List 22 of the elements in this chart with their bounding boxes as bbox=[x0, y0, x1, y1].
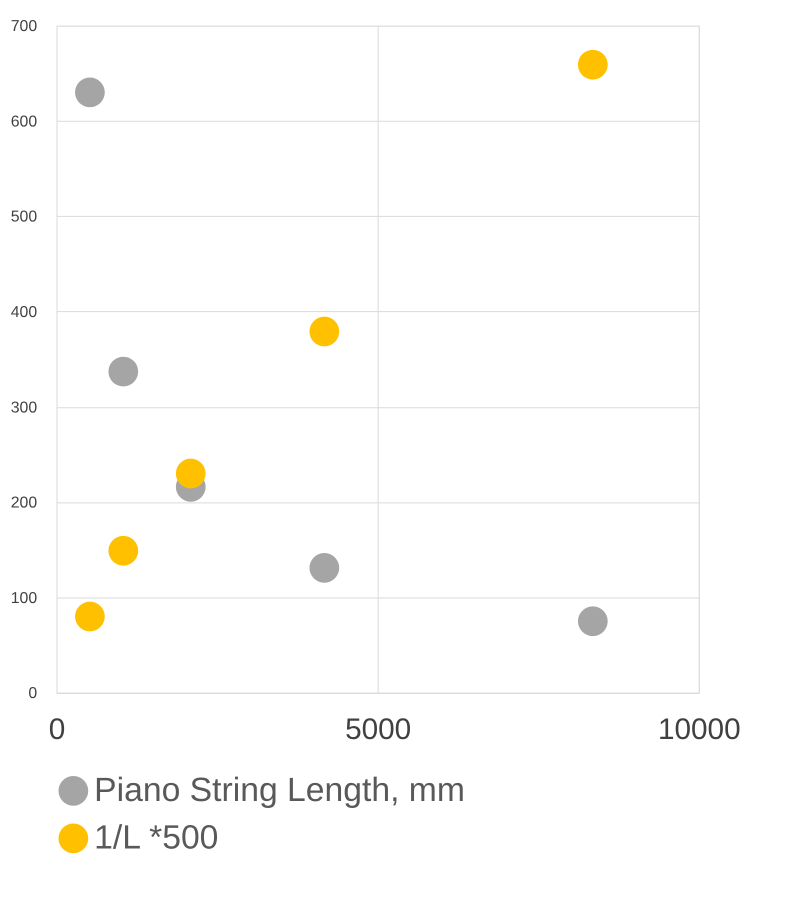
legend-label: 1/L *500 bbox=[94, 818, 218, 856]
y-tick-label: 400 bbox=[10, 304, 38, 321]
point bbox=[108, 536, 138, 566]
y-tick-label: 600 bbox=[10, 113, 38, 130]
point bbox=[75, 77, 105, 108]
y-tick-label: 300 bbox=[10, 399, 38, 416]
y-tick-label: 500 bbox=[10, 208, 38, 226]
point bbox=[578, 606, 608, 636]
legend-label: Piano String Length, mm bbox=[94, 770, 465, 809]
y-tick-label: 700 bbox=[10, 18, 38, 36]
point bbox=[75, 602, 105, 632]
point bbox=[309, 553, 340, 583]
y-tick-label: 0 bbox=[28, 685, 38, 702]
x-tick-label: 5000 bbox=[345, 712, 412, 746]
point bbox=[309, 316, 340, 346]
x-tick-label: 0 bbox=[48, 712, 66, 746]
point bbox=[108, 356, 138, 386]
point bbox=[578, 50, 608, 80]
x-tick-label: 10000 bbox=[658, 712, 741, 746]
point bbox=[176, 458, 206, 488]
y-tick-label: 200 bbox=[10, 494, 38, 512]
y-tick-label: 100 bbox=[10, 590, 38, 607]
